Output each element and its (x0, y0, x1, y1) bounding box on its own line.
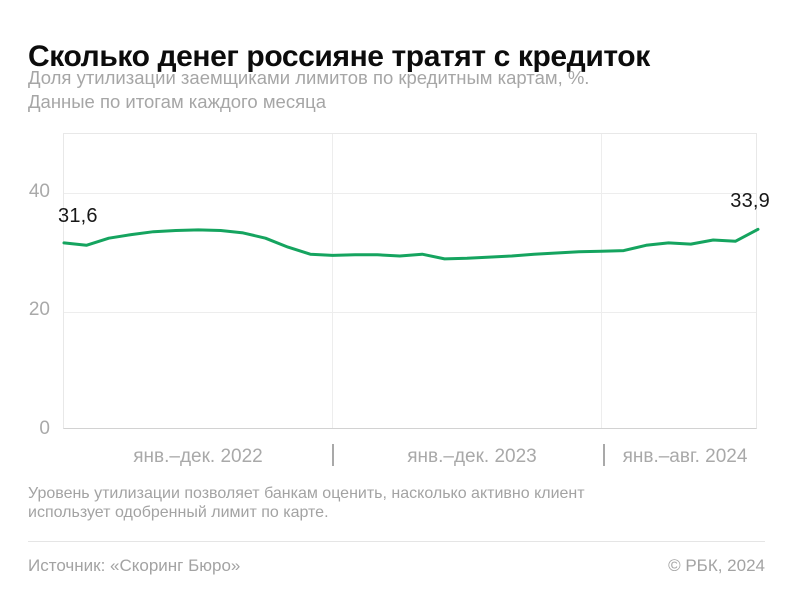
gridline-y20 (64, 312, 756, 313)
x-axis-label-2024: янв.–авг. 2024 (622, 446, 748, 467)
y-axis-tick-40: 40 (28, 181, 50, 202)
source-credit: Источник: «Скоринг Бюро» (28, 556, 241, 575)
footer-divider (28, 541, 765, 542)
utilization-line-path (62, 227, 760, 261)
gridline-jan-2024 (601, 134, 602, 428)
line-chart-svg (62, 227, 760, 261)
footnote-line-2: использует одобренный лимит по карте. (28, 504, 329, 521)
y-axis-tick-0: 0 (39, 418, 50, 439)
x-axis-label-2022: янв.–дек. 2022 (133, 446, 263, 467)
x-axis-separator-2023 (332, 444, 334, 466)
chart-subtitle: Доля утилизации заемщиками лимитов по кр… (28, 66, 748, 114)
chart-subtitle-line-1: Доля утилизации заемщиками лимитов по кр… (28, 67, 590, 88)
chart-subtitle-line-2: Данные по итогам каждого месяца (28, 91, 326, 112)
gridline-jan-2023 (332, 134, 333, 428)
plot-area (62, 133, 760, 429)
gridline-y40 (64, 193, 756, 194)
y-axis-tick-20: 20 (28, 299, 50, 320)
data-label-first-point: 31,6 (58, 205, 98, 227)
footnote: Уровень утилизации позволяет банкам оцен… (28, 484, 748, 522)
copyright-credit: © РБК, 2024 (668, 556, 765, 575)
data-label-last-point: 33,9 (730, 190, 770, 212)
chart-title: Сколько денег россияне тратят с кредиток (28, 40, 650, 74)
x-axis-label-2023: янв.–дек. 2023 (407, 446, 537, 467)
footnote-line-1: Уровень утилизации позволяет банкам оцен… (28, 485, 585, 502)
x-axis-separator-2024 (603, 444, 605, 466)
